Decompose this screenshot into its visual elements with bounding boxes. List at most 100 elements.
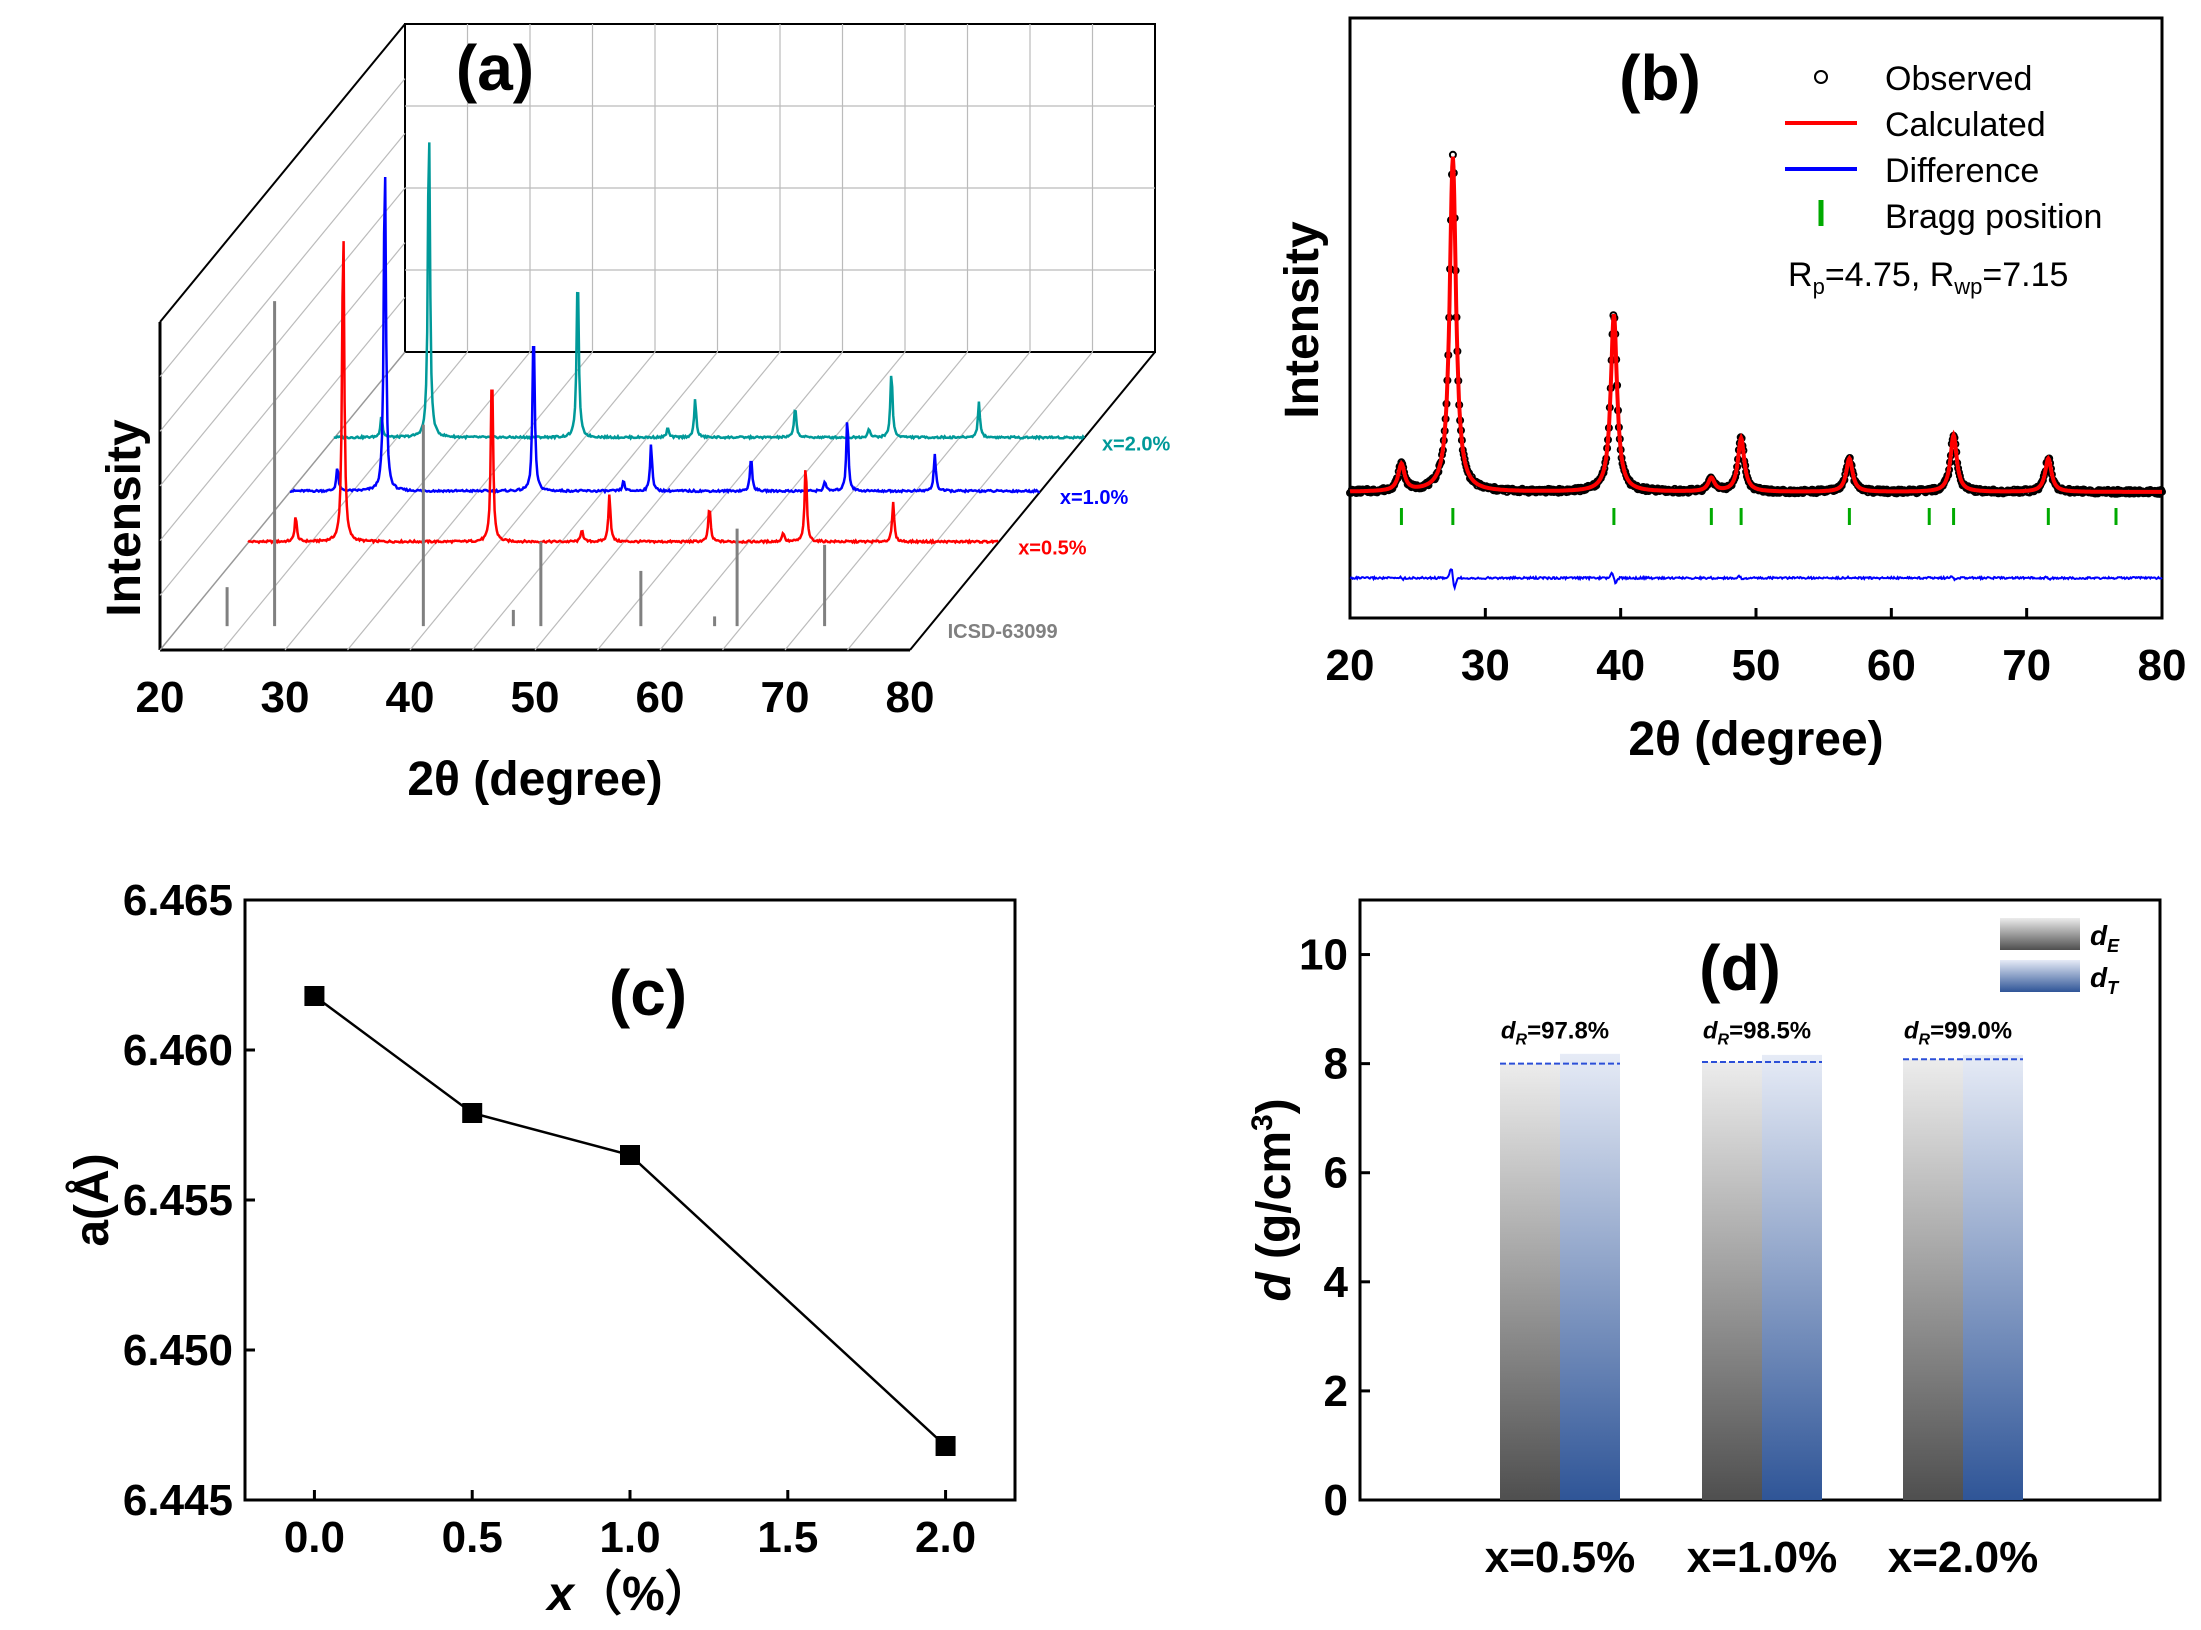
lattice-line — [313, 994, 947, 1447]
panel-b-refinement: 20 30 40 50 60 70 80 (b) 2θ (degree) Intensity… — [1276, 16, 2187, 766]
bragg-positions — [1399, 508, 2118, 525]
x-category-label: x=2.0% — [1888, 1533, 2038, 1582]
difference-series — [1349, 568, 2163, 592]
bar-de — [1903, 1059, 1963, 1500]
legend-bragg: Bragg position — [1885, 198, 2102, 236]
legend-dt-swatch — [2000, 960, 2080, 992]
panel-a-series: x=2.0% x=1.0% x=0.5% ICSD-63099 — [225, 142, 1171, 643]
x-tick-label: 60 — [1867, 641, 1916, 690]
y-tick-label: 6.460 — [123, 1026, 233, 1075]
floor-right-edge — [909, 351, 1156, 651]
floor-gridline — [784, 351, 1031, 651]
floor-gridline — [597, 351, 843, 651]
panel-b-x-label: 2θ (degree) — [1628, 713, 1883, 766]
series-label: ICSD-63099 — [948, 621, 1058, 643]
panel-a-grid — [159, 24, 1155, 651]
x-tick-label: 30 — [1461, 641, 1510, 690]
x-tick-label: 0.5 — [442, 1513, 503, 1562]
y-tick-label: 6.465 — [123, 876, 233, 925]
x-tick-label: 70 — [2002, 641, 2051, 690]
left-wall-gridline — [159, 242, 406, 542]
panel-d-y-label: d (g/cm3) — [1246, 1098, 1301, 1301]
floor-gridline — [472, 351, 718, 651]
legend-de-swatch — [2000, 918, 2080, 950]
x-tick-label: 2.0 — [915, 1513, 976, 1562]
left-wall-gridline — [159, 78, 406, 378]
panel-d-density: dR=97.8% dR=98.5% dR=99.0% x=0.5% x=1.0% x=2… — [1246, 898, 2162, 1582]
series-label: x=1.0% — [1060, 487, 1129, 509]
left-wall-gridline — [159, 132, 406, 432]
x-tick-label: 20 — [1326, 641, 1375, 690]
legend-observed: Observed — [1885, 60, 2032, 98]
panel-a-frame — [158, 23, 1156, 652]
y-tick-label: 6.455 — [123, 1176, 233, 1225]
legend-dt: dT — [2090, 962, 2120, 998]
x-tick-label: 50 — [511, 673, 560, 722]
series-ICSD-63099: ICSD-63099 — [225, 301, 1058, 643]
series-x=1.0%: x=1.0% — [289, 176, 1129, 509]
legend-observed-marker — [1814, 70, 1828, 84]
bar-de — [1500, 1063, 1560, 1500]
x-tick-label: 40 — [386, 673, 435, 722]
lattice-point — [935, 1436, 956, 1456]
x-tick-label: 1.5 — [757, 1513, 818, 1562]
bar-dt — [1963, 1054, 2023, 1500]
panel-b-x-ticks: 20 30 40 50 60 70 80 — [1326, 608, 2187, 690]
legend-difference: Difference — [1885, 152, 2039, 190]
floor-left-edge — [159, 351, 406, 651]
panel-d-plot: dR=97.8% dR=98.5% dR=99.0% — [1500, 1018, 2023, 1500]
panel-a-x-ticks: 20 30 40 50 60 70 80 — [136, 673, 935, 722]
series-x=0.5%: x=0.5% — [247, 241, 1087, 560]
floor-gridline — [847, 351, 1093, 651]
relative-density-label: dR=98.5% — [1703, 1018, 1811, 1049]
x-tick-label: 80 — [886, 673, 935, 722]
y-tick-label: 6 — [1324, 1149, 1348, 1198]
panel-b-legend: Observed Calculated Difference Bragg pos… — [1785, 60, 2102, 299]
lattice-point — [304, 986, 325, 1006]
x-tick-label: 80 — [2138, 641, 2187, 690]
floor-gridline — [222, 351, 468, 651]
x-tick-label: 40 — [1596, 641, 1645, 690]
x-category-label: x=1.0% — [1687, 1533, 1837, 1582]
floor-gridline — [722, 351, 968, 651]
y-tick-label: 0 — [1324, 1476, 1348, 1525]
panel-c-title: (c) — [609, 957, 687, 1029]
relative-density-label: dR=97.8% — [1501, 1018, 1609, 1049]
panel-b-r-factors: Rp=4.75, Rwp=7.15 — [1788, 256, 2068, 299]
panel-d-ticks: x=0.5% x=1.0% x=2.0% 0 2 4 6 8 10 — [1299, 931, 2038, 1582]
series-line — [289, 176, 1041, 495]
floor-gridline — [284, 351, 531, 651]
x-tick-label: 30 — [261, 673, 310, 722]
y-tick-label: 8 — [1324, 1040, 1348, 1089]
x-category-label: x=0.5% — [1485, 1533, 1635, 1582]
y-tick-label: 4 — [1324, 1258, 1349, 1307]
legend-calculated: Calculated — [1885, 106, 2046, 144]
panel-c-x-label: x（%） — [544, 1568, 712, 1621]
x-tick-label: 1.0 — [599, 1513, 660, 1562]
legend-de: dE — [2090, 920, 2120, 956]
x-tick-label: 70 — [761, 673, 810, 722]
bar-dt — [1762, 1054, 1822, 1500]
panel-a-title: (a) — [456, 32, 534, 104]
series-label: x=2.0% — [1102, 433, 1171, 455]
panel-a-3d-xrd: x=2.0% x=1.0% x=0.5% ICSD-63099 20 30 40 50 60 7… — [98, 23, 1171, 806]
left-top-edge — [159, 23, 406, 323]
lattice-point — [620, 1145, 640, 1165]
x-tick-label: 60 — [636, 673, 685, 722]
series-label: x=0.5% — [1018, 538, 1087, 560]
panel-c-ticks: 0.0 0.5 1.0 1.5 2.0 6.445 6.450 6.455 6.460 6.465 — [123, 876, 976, 1562]
left-wall-gridline — [159, 296, 406, 596]
panel-c-y-label: a(Å) — [65, 1153, 119, 1246]
floor-gridline — [659, 351, 906, 651]
panel-b-title: (b) — [1619, 42, 1701, 114]
series-line — [333, 142, 1086, 441]
floor-gridline — [534, 351, 781, 651]
panel-b-y-label: Intensity — [1276, 221, 1329, 419]
panel-d-title: (d) — [1699, 932, 1781, 1004]
panel-d-legend: dE dT — [2000, 918, 2120, 998]
y-tick-label: 6.445 — [123, 1476, 233, 1525]
panel-a-y-label: Intensity — [98, 419, 151, 617]
left-wall-gridline — [159, 187, 406, 487]
panel-b-plot — [1346, 150, 2167, 592]
